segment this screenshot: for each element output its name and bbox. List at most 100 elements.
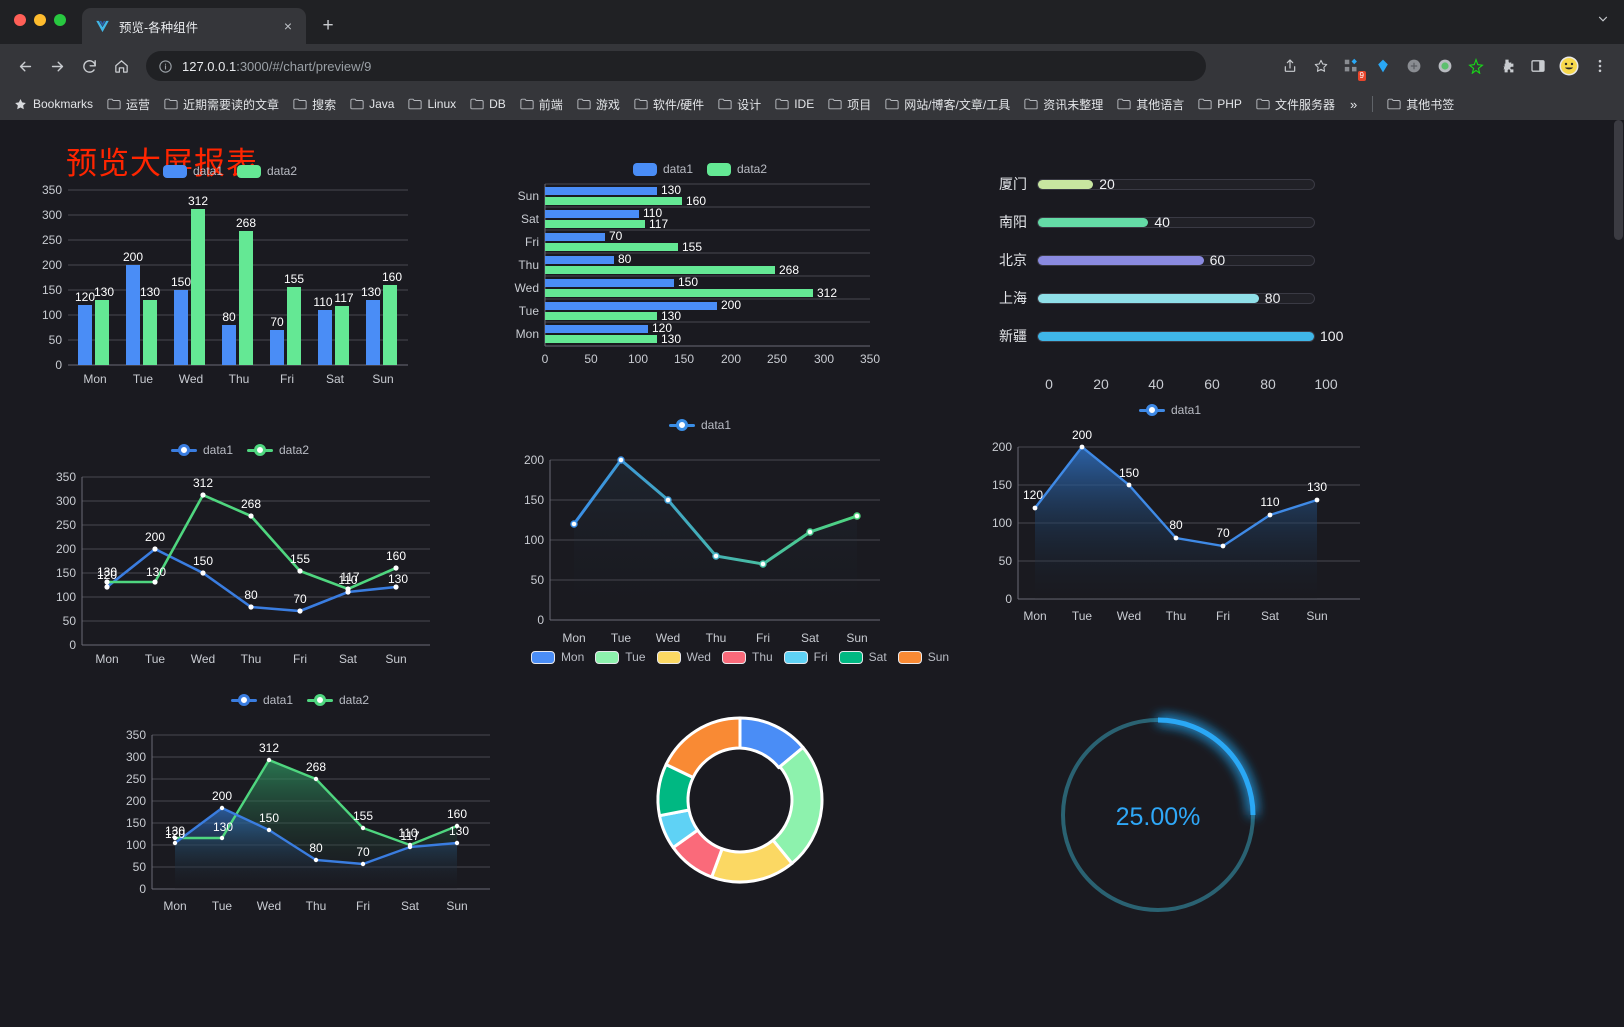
progress-row[interactable]: 厦门 20 (985, 165, 1385, 203)
bookmark-item-1[interactable]: 运营 (101, 93, 156, 116)
legend-item-mon[interactable]: Mon (530, 650, 584, 664)
donut-segment-sun[interactable] (664, 716, 742, 779)
bookmark-item-14[interactable]: 资讯未整理 (1018, 93, 1109, 116)
value-labels: 130 120 200 130 312 150 268 80 155 70 11… (165, 741, 469, 859)
bookmark-item-13[interactable]: 网站/博客/文章/工具 (879, 93, 1016, 116)
progress-track[interactable]: 60 (1037, 252, 1315, 268)
bookmark-item-11[interactable]: IDE (769, 94, 820, 114)
bookmark-item-15[interactable]: 其他语言 (1111, 93, 1190, 116)
bookmark-item-6[interactable]: DB (464, 94, 512, 114)
new-tab-button[interactable]: + (322, 15, 334, 36)
bookmarks-overflow-button[interactable]: » (1349, 96, 1358, 112)
chart-progress-bars[interactable]: 厦门 20 南阳 40 北京 (985, 165, 1385, 445)
legend-item-sun[interactable]: Sun (897, 650, 949, 664)
bookmark-label: Linux (427, 97, 457, 111)
sidepanel-icon[interactable] (1524, 52, 1552, 80)
gray-circle-icon[interactable] (1400, 52, 1428, 80)
back-arrow-icon[interactable] (10, 51, 40, 81)
chart-line-two-series[interactable]: data1 data2 (30, 435, 450, 705)
close-window-button[interactable] (14, 14, 26, 26)
bookmark-item-4[interactable]: Java (344, 94, 400, 114)
legend-item-data1[interactable]: data1 (170, 443, 233, 457)
chart-area-single[interactable]: data1 (960, 395, 1380, 675)
svg-text:0: 0 (1045, 376, 1053, 392)
chart-horizontal-bar[interactable]: data1 data2 (500, 162, 900, 432)
progress-row[interactable]: 南阳 40 (985, 203, 1385, 241)
donut-segment-tue[interactable] (771, 746, 824, 865)
chart-area-stacked[interactable]: data1 data2 (90, 685, 510, 965)
chart-gauge[interactable]: 25.00% (1010, 675, 1310, 975)
forward-arrow-icon[interactable] (42, 51, 72, 81)
legend-item-data1[interactable]: data1 (162, 164, 223, 178)
bookmark-item-2[interactable]: 近期需要读的文章 (158, 93, 285, 116)
legend-item-data1[interactable]: data1 (668, 418, 731, 432)
svg-text:Sat: Sat (401, 899, 420, 913)
star-icon[interactable] (1307, 52, 1335, 80)
bookmark-item-10[interactable]: 设计 (712, 93, 767, 116)
progress-track[interactable]: 20 (1037, 176, 1315, 192)
bookmark-item-17[interactable]: 文件服务器 (1250, 93, 1341, 116)
svg-text:Mon: Mon (163, 899, 186, 913)
diamond-blue-icon[interactable] (1369, 52, 1397, 80)
svg-text:200: 200 (992, 440, 1012, 454)
extension-grid-icon[interactable]: 9 (1338, 52, 1366, 81)
legend-item-data2[interactable]: data2 (237, 164, 297, 178)
bookmark-item-16[interactable]: PHP (1192, 94, 1248, 114)
share-icon[interactable] (1276, 52, 1304, 80)
home-icon[interactable] (106, 51, 136, 81)
legend-item-data1[interactable]: data1 (1138, 403, 1201, 417)
legend-item-data1[interactable]: data1 (632, 162, 693, 176)
scrollbar-thumb[interactable] (1614, 120, 1623, 240)
puzzle-icon[interactable] (1493, 52, 1521, 80)
bookmark-item-9[interactable]: 软件/硬件 (628, 93, 710, 116)
svg-text:Sat: Sat (521, 212, 540, 226)
progress-track[interactable]: 80 (1037, 290, 1315, 306)
green-star-icon[interactable] (1462, 52, 1490, 80)
bookmark-item-5[interactable]: Linux (402, 94, 462, 114)
progress-track[interactable]: 40 (1037, 214, 1315, 230)
chevron-down-icon[interactable] (1596, 12, 1610, 29)
reload-icon[interactable] (74, 51, 104, 81)
svg-text:Thu: Thu (306, 899, 327, 913)
legend-item-tue[interactable]: Tue (595, 650, 646, 664)
progress-row[interactable]: 新疆 100 (985, 317, 1385, 355)
menu-dots-icon[interactable] (1586, 52, 1614, 80)
green-circle-icon[interactable] (1431, 52, 1459, 80)
chart-vertical-bar[interactable]: data1 data2 (20, 160, 440, 430)
address-bar[interactable]: 127.0.0.1:3000/#/chart/preview/9 (146, 51, 1206, 81)
bookmark-item-3[interactable]: 搜索 (287, 93, 342, 116)
svg-text:120: 120 (97, 568, 117, 582)
legend-item-thu[interactable]: Thu (721, 650, 773, 664)
bookmark-item-other[interactable]: 其他书签 (1381, 93, 1460, 116)
legend-swatch (838, 650, 863, 664)
page-scrollbar[interactable] (1612, 120, 1624, 1027)
maximize-window-button[interactable] (54, 14, 66, 26)
legend-item-data1[interactable]: data1 (230, 693, 293, 707)
minimize-window-button[interactable] (34, 14, 46, 26)
bookmark-item-bookmarks[interactable]: Bookmarks (8, 94, 99, 114)
legend-item-fri[interactable]: Fri (783, 650, 828, 664)
x-axis-ticks: 0 50 100 150 200 250 300 350 (542, 352, 881, 366)
legend-item-data2[interactable]: data2 (247, 443, 309, 457)
chart-line-gradient[interactable]: data1 (500, 410, 900, 690)
progress-track[interactable]: 100 (1037, 328, 1343, 344)
legend-item-wed[interactable]: Wed (656, 650, 711, 664)
legend-item-data2[interactable]: data2 (707, 162, 767, 176)
close-tab-button[interactable]: × (283, 18, 293, 34)
info-circle-icon[interactable] (158, 59, 173, 74)
legend-item-data2[interactable]: data2 (307, 693, 369, 707)
browser-tab[interactable]: 预览-各种组件 × (82, 8, 306, 44)
donut-segment-wed[interactable] (710, 838, 794, 884)
svg-text:Wed: Wed (179, 372, 203, 386)
bookmark-item-12[interactable]: 项目 (822, 93, 877, 116)
legend-item-sat[interactable]: Sat (838, 650, 887, 664)
bookmark-item-7[interactable]: 前端 (514, 93, 569, 116)
svg-text:Mon: Mon (516, 327, 539, 341)
svg-text:120: 120 (1023, 488, 1043, 502)
progress-row[interactable]: 上海 80 (985, 279, 1385, 317)
progress-row[interactable]: 北京 60 (985, 241, 1385, 279)
bookmark-item-8[interactable]: 游戏 (571, 93, 626, 116)
chart-donut[interactable]: Mon Tue Wed Thu Fri Sat Sun (520, 650, 960, 940)
legend: data1 data2 (20, 164, 440, 178)
avatar-icon[interactable] (1555, 52, 1583, 80)
